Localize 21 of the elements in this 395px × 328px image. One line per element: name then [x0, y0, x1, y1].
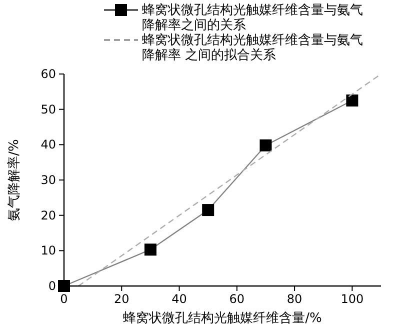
x-tick-label: 40: [172, 292, 187, 306]
x-axis-title: 蜂窝状微孔结构光触媒纤维含量/%: [123, 310, 322, 326]
point: [144, 244, 156, 256]
x-tick-label: 0: [60, 292, 68, 306]
x-tick-label: 60: [229, 292, 245, 306]
y-tick-label: 60: [40, 67, 56, 81]
y-tick-label: 20: [40, 208, 56, 222]
x-tick-label: 80: [286, 292, 302, 306]
y-tick-label: 0: [48, 279, 56, 293]
y-tick-label: 50: [40, 102, 56, 116]
point: [346, 94, 358, 106]
y-tick-label: 40: [40, 138, 56, 152]
point: [202, 204, 214, 216]
x-tick-label: 20: [114, 292, 130, 306]
series-label: 蜂窝状微孔结构光触媒纤维含量与氨气降解率 之间的拟合关系: [142, 32, 363, 63]
x-tick-label: 100: [340, 292, 364, 306]
y-tick-label: 30: [40, 173, 56, 187]
legend-label: 蜂窝状微孔结构光触媒纤维含量与氨气降解率之间的关系: [142, 2, 363, 33]
y-axis-title: 氨气降解率/%: [6, 139, 22, 221]
point: [260, 139, 272, 152]
y-tick-label: 10: [40, 244, 56, 258]
